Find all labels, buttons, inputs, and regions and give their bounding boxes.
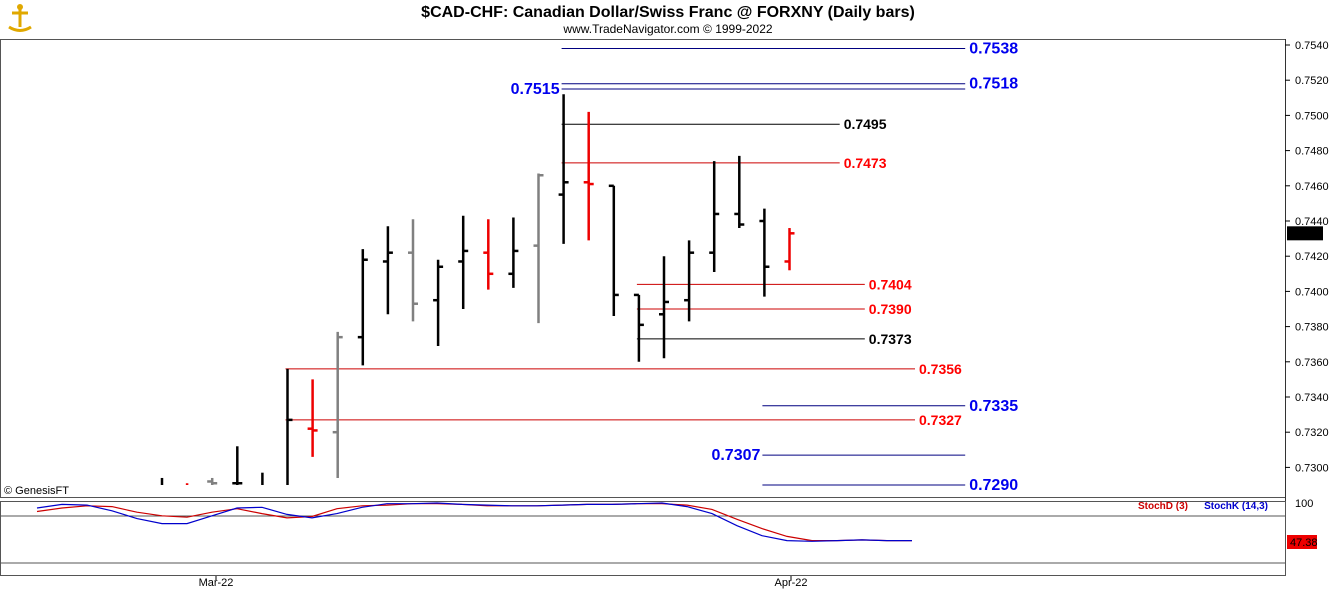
level-label: 0.7373 [869,331,912,347]
price-axis: 0.75400.75200.75000.74800.74600.74400.74… [1285,40,1329,474]
price-tick-label: 0.7440 [1295,216,1329,228]
price-tick-label: 0.7300 [1295,462,1329,474]
level-label: 0.7518 [969,76,1018,93]
level-lines: 0.7538 0.7518 0.7515 0.7495 0.7473 0.7404 0.73… [285,41,1018,494]
stoch-frame [0,501,1286,576]
price-tick-label: 0.7400 [1295,286,1329,298]
price-tick-label: 0.7340 [1295,392,1329,404]
level-label: 0.7404 [869,276,912,292]
date-tick-label: Mar-22 [199,577,234,589]
price-tick-label: 0.7500 [1295,110,1329,122]
stoch-last-box [1287,535,1317,549]
level-label: 0.7390 [869,301,912,317]
level-label: 0.7473 [844,155,887,171]
level-label: 0.7515 [511,81,560,98]
price-tick-label: 0.7360 [1295,357,1329,369]
price-tick-label: 0.7420 [1295,251,1329,263]
level-label: 0.7538 [969,41,1018,58]
last-price-label: 0.7433 [1289,228,1323,240]
stochastic-panel: 100 47.38 [0,498,1318,564]
price-tick-label: 0.7320 [1295,427,1329,439]
price-tick-label: 0.7520 [1295,75,1329,87]
stoch-last-label: 47.38 [1290,537,1318,549]
date-axis: Mar-22 Apr-22 [199,576,808,589]
date-tick-label: Apr-22 [774,577,807,589]
price-tick-label: 0.7460 [1295,181,1329,193]
price-tick-label: 0.7380 [1295,322,1329,334]
stoch-k-line [36,502,912,542]
last-price-box [1287,226,1323,241]
price-tick-label: 0.7540 [1295,40,1329,52]
tradenavigator-logo [5,3,35,35]
level-label: 0.7495 [844,116,887,132]
level-label: 0.7335 [969,398,1018,415]
level-label: 0.7327 [919,412,962,428]
stoch-d-label: StochD (3) [1138,501,1188,512]
stoch-tick-label: 100 [1295,498,1313,510]
level-label: 0.7290 [969,477,1018,494]
price-tick-label: 0.7480 [1295,146,1329,158]
level-label: 0.7307 [711,447,760,464]
copyright-label: © GenesisFT [4,485,69,497]
chart-subtitle: www.TradeNavigator.com © 1999-2022 [562,22,772,36]
level-label: 0.7356 [919,361,962,377]
price-bars [160,94,795,485]
chart-title: $CAD-CHF: Canadian Dollar/Swiss Franc @ … [421,4,915,21]
stoch-k-label: StochK (14,3) [1204,501,1268,512]
